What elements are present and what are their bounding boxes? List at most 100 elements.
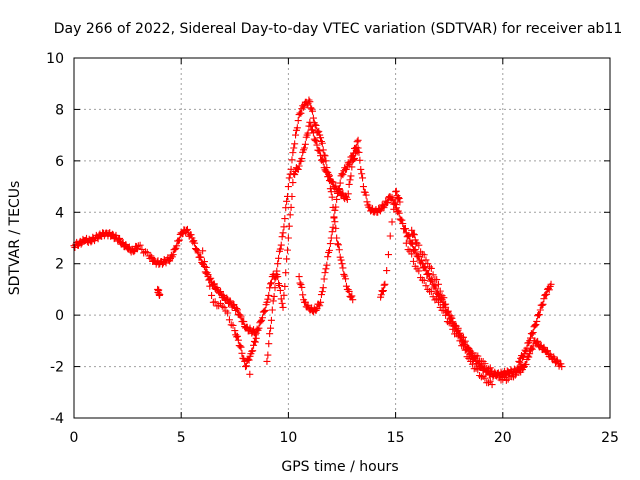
data-point <box>264 351 272 359</box>
data-point <box>191 239 199 247</box>
data-point <box>316 302 324 310</box>
data-point <box>344 190 352 198</box>
data-point <box>207 274 215 282</box>
data-point <box>208 291 216 299</box>
data-point <box>332 182 340 190</box>
data-point <box>334 186 342 194</box>
chart-title: Day 266 of 2022, Sidereal Day-to-day VTE… <box>54 21 623 37</box>
data-point <box>481 360 489 368</box>
data-point <box>312 122 320 130</box>
data-point <box>325 177 333 185</box>
data-point <box>381 280 389 288</box>
data-point <box>504 375 512 383</box>
data-point <box>320 151 328 159</box>
axis-ticks <box>73 57 611 419</box>
data-point <box>536 342 544 350</box>
data-point <box>276 245 284 253</box>
data-marks <box>70 96 566 389</box>
data-point <box>265 291 273 299</box>
data-point <box>427 264 435 272</box>
data-point <box>255 324 263 332</box>
data-point <box>531 321 539 329</box>
data-point <box>436 287 444 295</box>
data-point <box>523 344 531 352</box>
data-point <box>273 267 281 275</box>
data-point <box>204 271 212 279</box>
data-point <box>345 180 353 188</box>
y-tick-labels: -4 -2 0 2 4 6 8 10 <box>46 51 64 427</box>
data-point <box>293 124 301 132</box>
data-point <box>285 174 293 182</box>
data-point <box>289 149 297 157</box>
data-point <box>225 316 233 324</box>
data-point <box>296 279 304 287</box>
data-point <box>300 144 308 152</box>
data-point <box>468 360 476 368</box>
data-point <box>459 342 467 350</box>
data-point <box>456 337 464 345</box>
data-point <box>311 121 319 129</box>
data-point <box>77 240 85 248</box>
data-point <box>396 198 404 206</box>
data-point <box>342 275 350 283</box>
data-point <box>283 255 291 263</box>
data-point <box>380 281 388 289</box>
data-point <box>391 199 399 207</box>
data-point <box>274 260 282 268</box>
data-point <box>250 341 258 349</box>
data-point <box>392 201 400 209</box>
data-point <box>348 153 356 161</box>
data-point <box>351 145 359 153</box>
data-point <box>377 291 385 299</box>
data-point <box>252 334 260 342</box>
data-point <box>388 218 396 226</box>
data-point <box>343 195 351 203</box>
data-point <box>384 199 392 207</box>
data-point <box>444 307 452 315</box>
data-point <box>398 216 406 224</box>
data-point <box>534 337 542 345</box>
data-point <box>173 242 181 250</box>
data-point <box>231 327 239 335</box>
data-point <box>326 240 334 248</box>
data-point <box>440 307 448 315</box>
data-point <box>538 301 546 309</box>
data-point <box>175 236 183 244</box>
data-point <box>242 362 250 370</box>
data-point <box>226 297 234 305</box>
data-point <box>237 343 245 351</box>
data-point <box>187 231 195 239</box>
data-point <box>280 223 288 231</box>
data-point <box>379 288 387 296</box>
data-point <box>318 288 326 296</box>
data-point <box>404 246 412 254</box>
data-point <box>474 352 482 360</box>
data-point <box>116 234 124 242</box>
data-point <box>321 152 329 160</box>
data-point <box>323 261 331 269</box>
data-point <box>394 194 402 202</box>
data-point <box>264 295 272 303</box>
data-point <box>156 291 164 299</box>
data-point <box>350 149 358 157</box>
data-point <box>233 306 241 314</box>
data-point <box>220 303 228 311</box>
data-point <box>410 231 418 239</box>
data-point <box>268 306 276 314</box>
data-point <box>210 280 218 288</box>
data-point <box>323 164 331 172</box>
data-point <box>331 218 339 226</box>
data-point <box>337 256 345 264</box>
data-point <box>526 334 534 342</box>
data-point <box>322 157 330 165</box>
data-point <box>309 126 317 134</box>
data-point <box>236 342 244 350</box>
data-point <box>420 251 428 259</box>
data-point <box>485 379 493 387</box>
data-point <box>384 251 392 259</box>
data-point <box>422 256 430 264</box>
data-point <box>297 109 305 117</box>
data-point <box>140 249 148 257</box>
data-point <box>420 276 428 284</box>
